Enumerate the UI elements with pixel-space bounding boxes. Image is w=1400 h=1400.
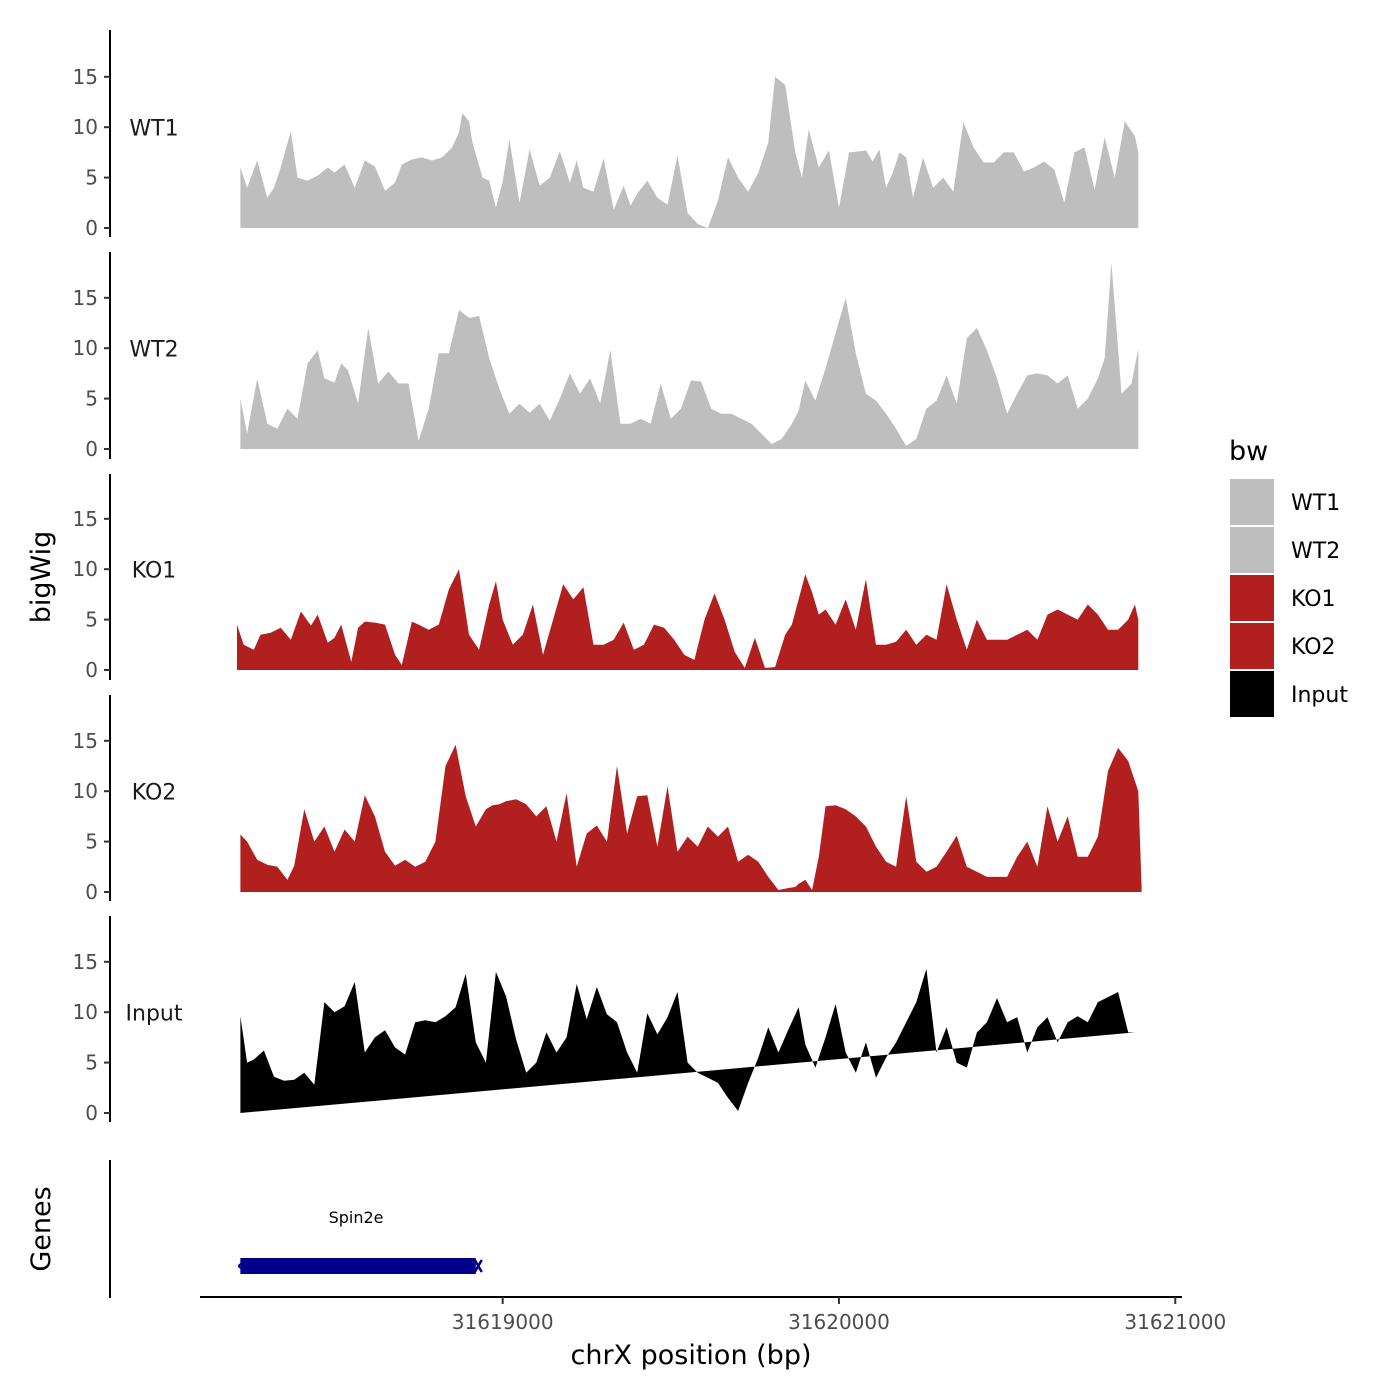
- gene-start-marker: [237, 1260, 245, 1272]
- x-axis: 31619000 31620000 31621000 chrX position (…: [200, 1296, 1226, 1371]
- y-tick-label: 5: [85, 608, 98, 632]
- y-tick-label: 10: [73, 115, 98, 139]
- track-input: 0 5 10 15 Input: [73, 916, 1135, 1125]
- legend-item-ko1: KO1: [1230, 575, 1336, 621]
- track-label-wt2: WT2: [129, 337, 178, 362]
- legend-label: WT2: [1291, 539, 1340, 564]
- gene-spin2e: Spin2e: [237, 1208, 483, 1274]
- y-tick-label: 0: [85, 1101, 98, 1125]
- gene-body: [240, 1258, 476, 1274]
- y-tick-label: 0: [85, 658, 98, 682]
- gene-layer: Spin2e: [237, 1208, 483, 1274]
- legend-swatch: [1230, 479, 1274, 525]
- legend: bw WT1 WT2 KO1 KO2 Input: [1229, 436, 1348, 717]
- area-input: [240, 968, 1135, 1113]
- gene-end-marker: [473, 1259, 483, 1273]
- y-tick-label: 15: [73, 507, 98, 531]
- legend-title: bw: [1229, 436, 1268, 467]
- y-tick-label: 15: [73, 729, 98, 753]
- y-tick-label: 5: [85, 387, 98, 411]
- track-label-ko2: KO2: [132, 780, 177, 805]
- x-ticks: 31619000 31620000 31621000: [452, 1297, 1226, 1334]
- area-ko2: [240, 744, 1142, 892]
- genes-panel: Genes Spin2e: [26, 1160, 483, 1298]
- track-wt1: 0 5 10 15 WT1: [73, 30, 1139, 240]
- y-tick-label: 5: [85, 1051, 98, 1075]
- legend-swatch: [1230, 623, 1274, 669]
- area-ko1: [237, 569, 1139, 670]
- y-tick-label: 10: [73, 779, 98, 803]
- y-tick-label: 0: [85, 437, 98, 461]
- legend-items: WT1 WT2 KO1 KO2 Input: [1230, 479, 1348, 717]
- legend-label: KO1: [1291, 587, 1336, 612]
- y-tick-label: 5: [85, 166, 98, 190]
- x-tick-label: 31619000: [452, 1310, 554, 1334]
- y-axis-title: bigWig: [26, 531, 57, 624]
- legend-item-ko2: KO2: [1230, 623, 1336, 669]
- x-axis-title: chrX position (bp): [570, 1340, 811, 1371]
- y-tick-label: 10: [73, 557, 98, 581]
- legend-swatch: [1230, 527, 1274, 573]
- genes-axis-title: Genes: [26, 1186, 57, 1271]
- legend-label: WT1: [1291, 491, 1340, 516]
- y-tick-label: 15: [73, 950, 98, 974]
- legend-label: KO2: [1291, 635, 1336, 660]
- track-ko2: 0 5 10 15 KO2: [73, 695, 1142, 904]
- x-tick-label: 31621000: [1124, 1310, 1226, 1334]
- y-tick-label: 10: [73, 336, 98, 360]
- track-label-wt1: WT1: [129, 116, 178, 141]
- y-tick-label: 0: [85, 880, 98, 904]
- y-tick-label: 5: [85, 830, 98, 854]
- tracks-layer: 0 5 10 15 WT1 0 5 10 15 WT2 0 5 10 15 KO1 0 5 10 15 KO2 0 5 10…: [73, 30, 1142, 1125]
- legend-item-wt1: WT1: [1230, 479, 1340, 525]
- area-wt2: [240, 262, 1139, 449]
- track-label-input: Input: [126, 1001, 183, 1026]
- gene-label: Spin2e: [329, 1208, 384, 1227]
- legend-label: Input: [1291, 683, 1348, 708]
- legend-swatch: [1230, 671, 1274, 717]
- track-label-ko1: KO1: [132, 558, 177, 583]
- legend-item-input: Input: [1230, 671, 1348, 717]
- y-tick-label: 15: [73, 286, 98, 310]
- y-tick-label: 10: [73, 1000, 98, 1024]
- area-wt1: [240, 76, 1139, 228]
- y-tick-label: 0: [85, 216, 98, 240]
- track-ko1: 0 5 10 15 KO1: [73, 474, 1139, 682]
- legend-swatch: [1230, 575, 1274, 621]
- legend-item-wt2: WT2: [1230, 527, 1340, 573]
- track-wt2: 0 5 10 15 WT2: [73, 252, 1139, 461]
- x-tick-label: 31620000: [788, 1310, 890, 1334]
- y-tick-label: 15: [73, 65, 98, 89]
